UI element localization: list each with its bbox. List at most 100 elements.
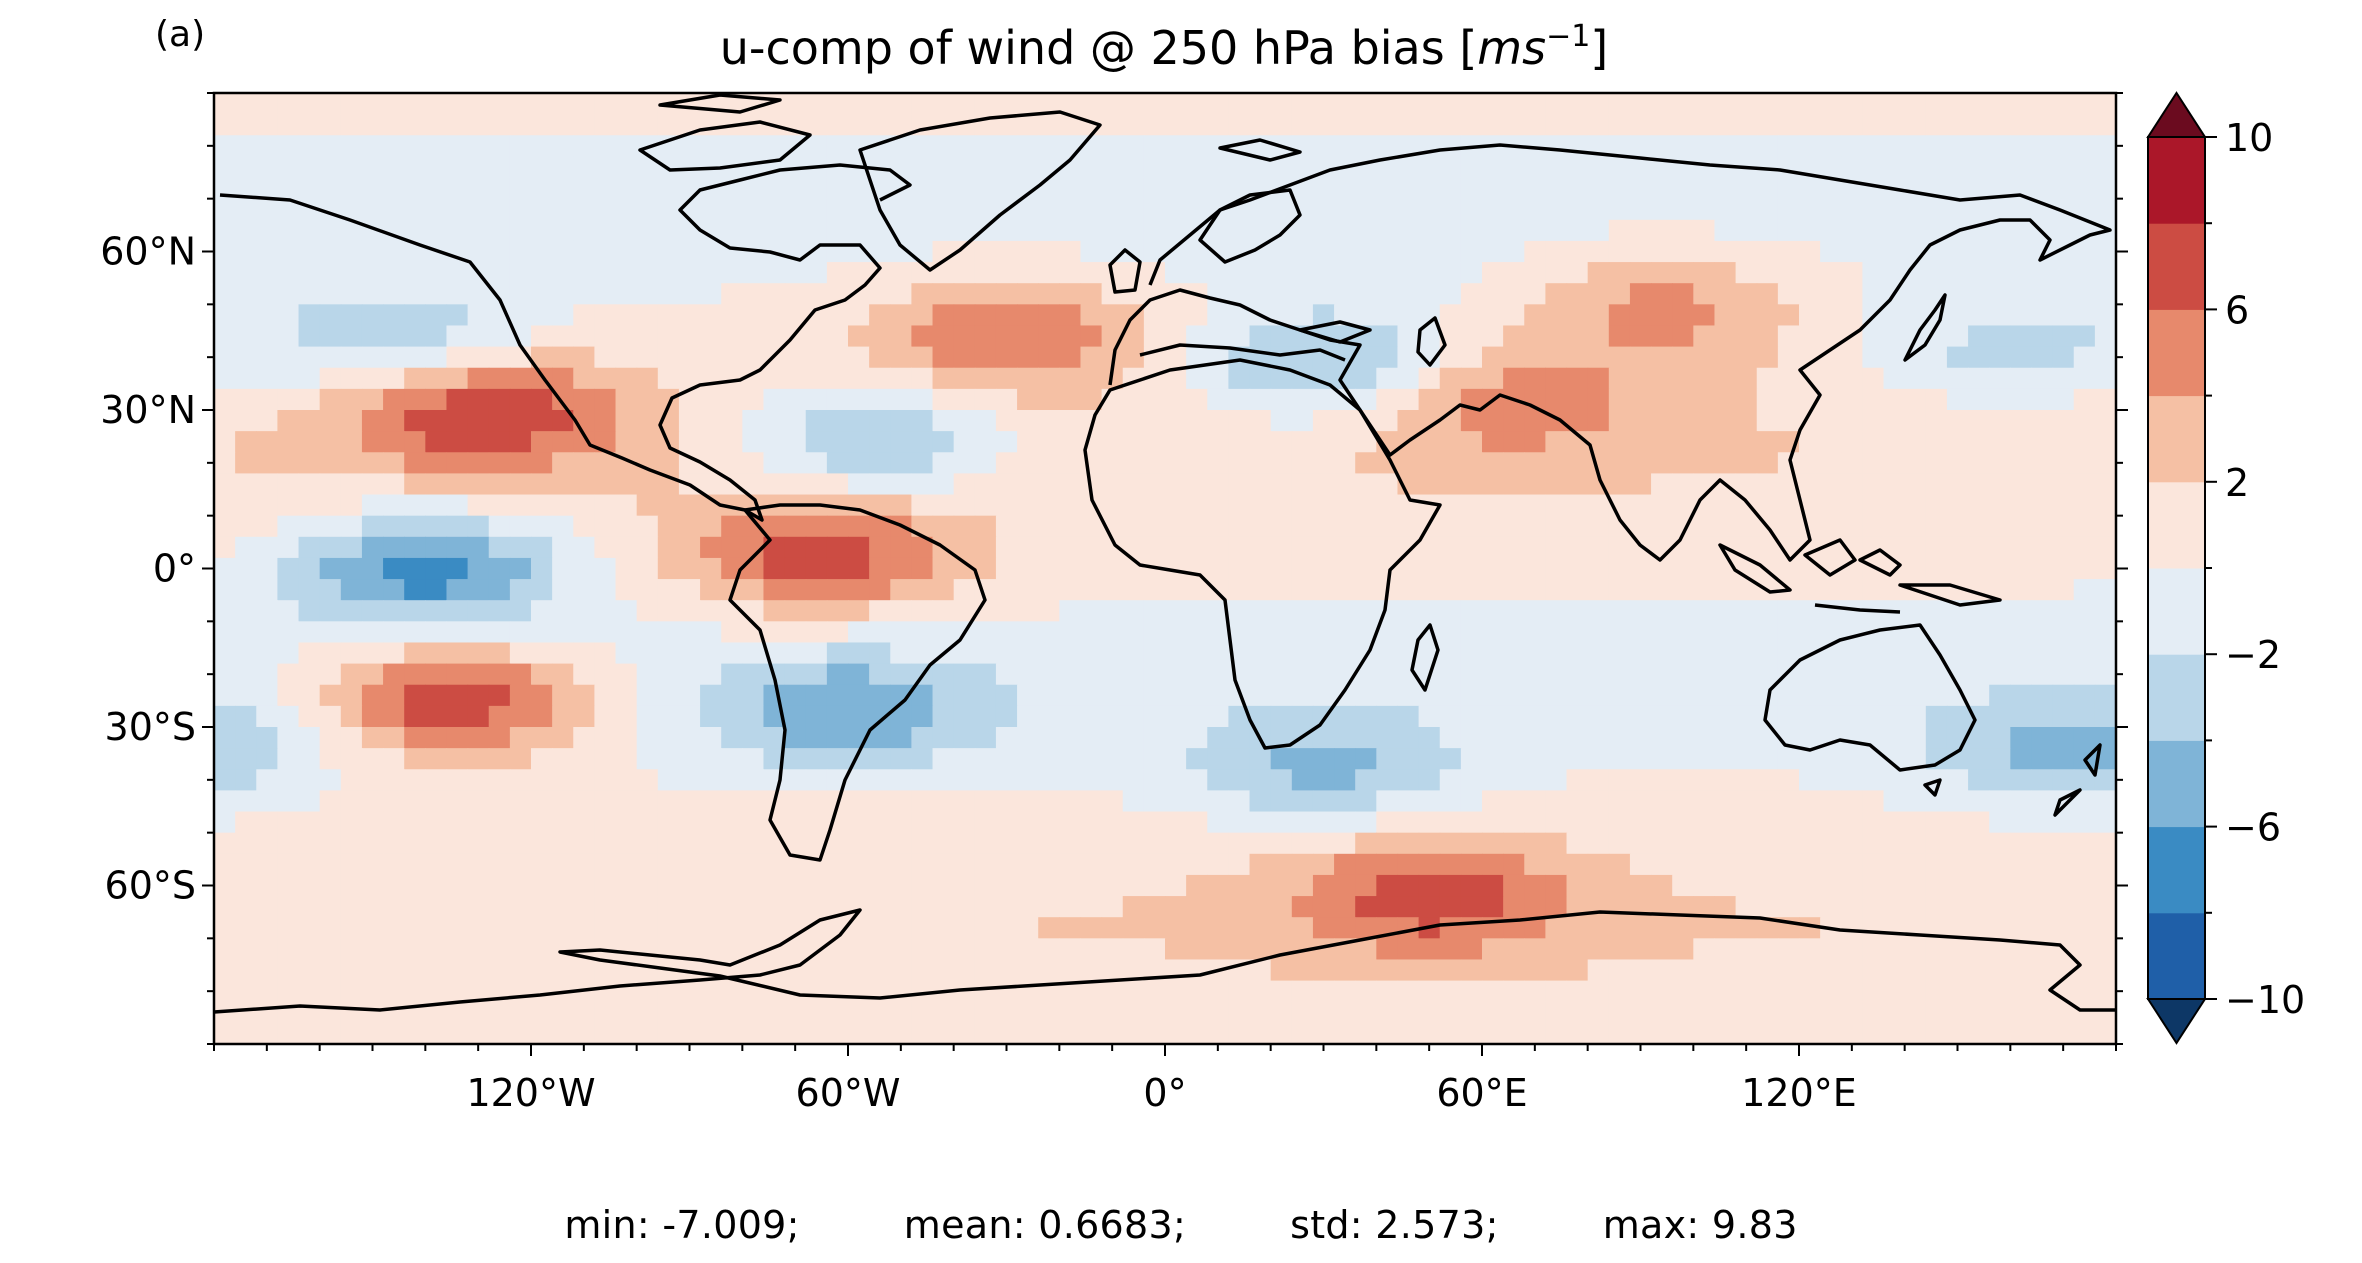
field-cell: [1566, 579, 1589, 601]
field-cell: [1608, 473, 1631, 496]
field-cell: [1228, 769, 1251, 791]
field-cell: [1672, 1022, 1694, 1044]
field-cell: [1397, 1001, 1420, 1024]
field-cell: [573, 663, 595, 686]
field-cell: [319, 1001, 342, 1024]
field-cell: [974, 156, 997, 179]
field-cell: [383, 579, 405, 601]
field-cell: [869, 705, 891, 728]
field-cell: [1672, 388, 1694, 411]
field-cell: [974, 727, 997, 749]
field-cell: [1587, 853, 1610, 876]
field-cell: [1545, 917, 1568, 939]
field-cell: [1587, 262, 1610, 284]
field-cell: [319, 114, 342, 136]
field-cell: [932, 325, 955, 348]
field-cell: [1017, 663, 1039, 686]
field-cell: [1186, 346, 1208, 369]
field-cell: [1207, 325, 1229, 348]
map-ticks: [202, 92, 2128, 1056]
field-cell: [573, 262, 595, 284]
field-cell: [1841, 156, 1863, 179]
field-cell: [1968, 93, 1990, 115]
field-cell: [1925, 198, 1948, 221]
field-cell: [1334, 494, 1356, 517]
field-cell: [1228, 431, 1251, 453]
field-cell: [319, 367, 342, 390]
field-cell: [1841, 367, 1863, 390]
field-cell: [1165, 431, 1187, 453]
field-cell: [2052, 388, 2075, 411]
field-cell: [784, 980, 807, 1003]
field-cell: [1756, 304, 1779, 327]
field-cell: [277, 452, 300, 474]
field-cell: [995, 93, 1018, 115]
field-cell: [784, 705, 807, 728]
field-cell: [1101, 93, 1124, 115]
field-cell: [826, 473, 849, 496]
field-cell: [319, 1022, 342, 1044]
field-cell: [1714, 325, 1737, 348]
field-cell: [848, 832, 870, 855]
field-cell: [277, 748, 300, 770]
field-cell: [319, 431, 342, 453]
field-cell: [2052, 93, 2075, 115]
field-cell: [256, 431, 278, 453]
field-cell: [1735, 663, 1758, 686]
field-cell: [1545, 346, 1568, 369]
field-cell: [1249, 790, 1272, 813]
field-cell: [1186, 853, 1208, 876]
field-cell: [1672, 557, 1694, 580]
field-cell: [340, 452, 363, 474]
field-cell: [1566, 452, 1589, 474]
field-cell: [1270, 917, 1293, 939]
field-cell: [974, 1022, 997, 1044]
field-cell: [1566, 557, 1589, 580]
field-cell: [446, 663, 469, 686]
field-cell: [890, 600, 912, 622]
field-cell: [678, 515, 701, 538]
field-cell: [1143, 832, 1166, 855]
field-cell: [1439, 177, 1462, 200]
field-cell: [826, 1022, 849, 1044]
field-cell: [763, 896, 786, 918]
field-cell: [1608, 431, 1631, 453]
field-cell: [911, 600, 934, 622]
field-cell: [805, 114, 828, 136]
field-cell: [2052, 917, 2075, 939]
field-cell: [1989, 494, 2011, 517]
field-cell: [1629, 832, 1652, 855]
field-cell: [446, 367, 469, 390]
field-cell: [256, 325, 278, 348]
field-cell: [235, 367, 257, 390]
field-cell: [340, 1022, 363, 1044]
field-cell: [467, 642, 490, 665]
field-cell: [1038, 93, 1060, 115]
field-cell: [1777, 156, 1800, 179]
field-cell: [2052, 283, 2075, 305]
field-cell: [488, 579, 511, 601]
field-cell: [1270, 727, 1293, 749]
field-cell: [700, 642, 722, 665]
field-cell: [1629, 156, 1652, 179]
field-cell: [1904, 600, 1927, 622]
field-cell: [1165, 938, 1187, 961]
field-cell: [1312, 874, 1335, 897]
field-cell: [1566, 938, 1589, 961]
field-cell: [869, 431, 891, 453]
field-cell: [2094, 959, 2116, 982]
field-cell: [1566, 853, 1589, 876]
field-cell: [573, 1022, 595, 1044]
field-cell: [383, 135, 405, 157]
field-cell: [890, 790, 912, 813]
field-cell: [1397, 790, 1420, 813]
field-cell: [1608, 1022, 1631, 1044]
field-cell: [1122, 1022, 1145, 1044]
field-cell: [1482, 325, 1504, 348]
field-cell: [361, 557, 384, 580]
field-cell: [425, 980, 448, 1003]
field-cell: [1524, 557, 1546, 580]
field-cell: [552, 177, 574, 200]
field-cell: [1059, 832, 1082, 855]
field-cell: [974, 198, 997, 221]
